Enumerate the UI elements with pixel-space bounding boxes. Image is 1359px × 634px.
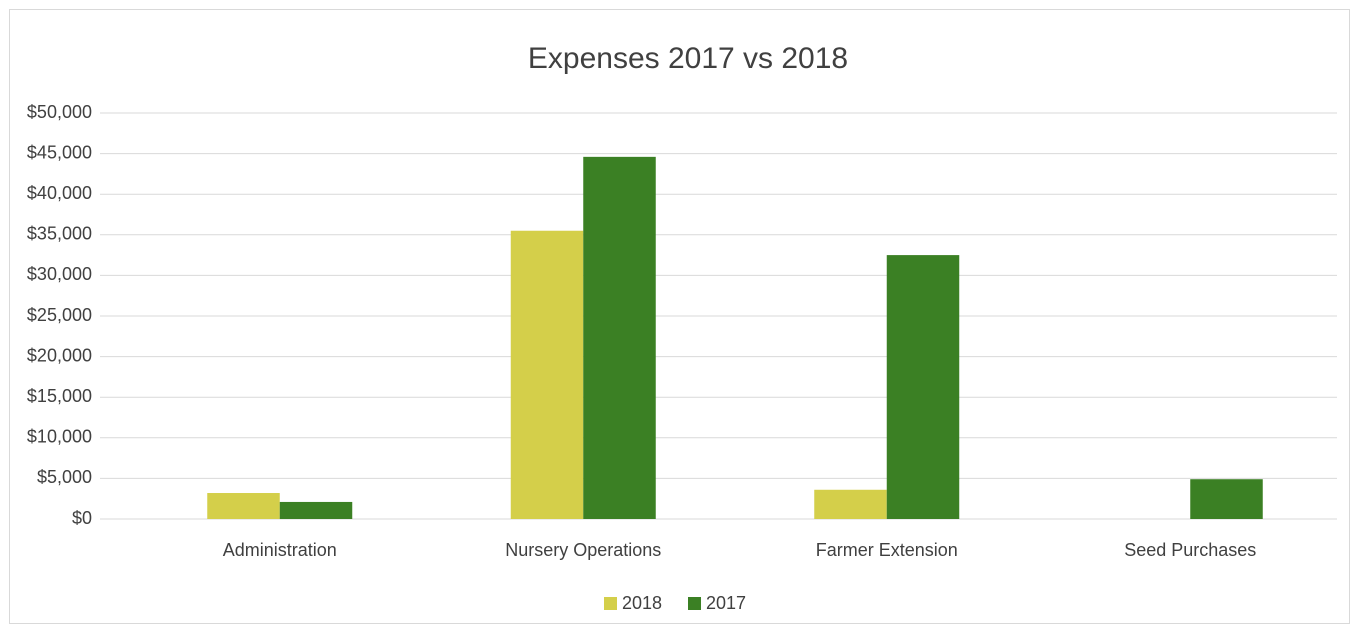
bar [814, 489, 887, 519]
y-tick-label: $35,000 [27, 224, 92, 244]
bar [510, 230, 584, 520]
bar [1190, 479, 1263, 519]
x-tick-label: Seed Purchases [1124, 540, 1256, 560]
x-tick-label: Nursery Operations [505, 540, 661, 560]
bar [279, 501, 353, 519]
bar [583, 156, 656, 519]
y-tick-label: $25,000 [27, 305, 92, 325]
bar [207, 493, 280, 519]
bar [886, 255, 960, 519]
y-tick-label: $45,000 [27, 142, 92, 162]
y-tick-label: $30,000 [27, 264, 92, 284]
y-tick-label: $50,000 [27, 102, 92, 122]
legend-label: 2017 [706, 593, 746, 613]
legend-swatch [688, 597, 701, 610]
chart-title: Expenses 2017 vs 2018 [528, 42, 848, 75]
legend-label: 2018 [622, 593, 662, 613]
y-tick-label: $10,000 [27, 427, 92, 447]
legend-swatch [604, 597, 617, 610]
y-tick-label: $5,000 [37, 467, 92, 487]
x-tick-label: Administration [223, 540, 337, 560]
x-tick-label: Farmer Extension [816, 540, 958, 560]
y-tick-label: $0 [72, 508, 92, 528]
y-tick-label: $15,000 [27, 386, 92, 406]
y-tick-label: $40,000 [27, 183, 92, 203]
y-tick-label: $20,000 [27, 345, 92, 365]
